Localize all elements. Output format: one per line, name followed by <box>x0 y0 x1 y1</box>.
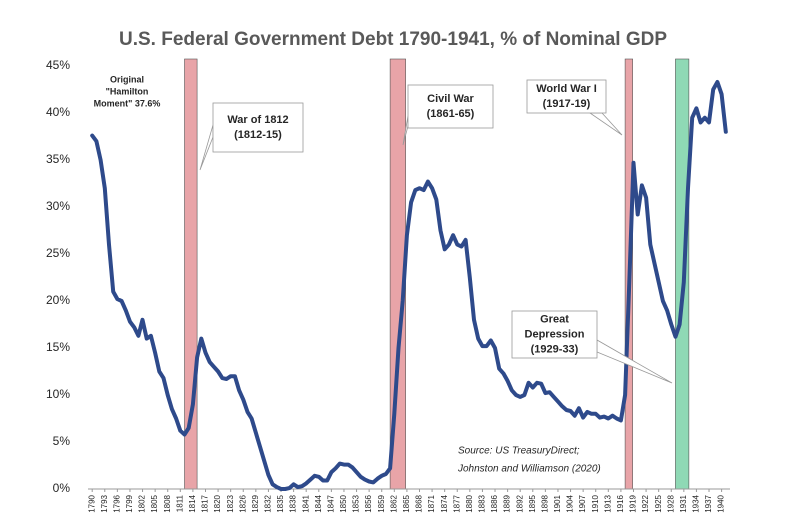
x-tick-label: 1865 <box>402 494 411 512</box>
callout-box <box>407 84 494 129</box>
x-tick-label: 1856 <box>364 494 373 512</box>
x-tick-label: 1811 <box>175 494 184 512</box>
x-tick-label: 1916 <box>616 494 625 512</box>
x-tick-label: 1826 <box>238 494 247 512</box>
y-tick-label: 35% <box>46 152 70 166</box>
x-tick-label: 1895 <box>528 494 537 512</box>
debt-line <box>90 80 728 491</box>
callout-text: Depression <box>525 328 585 340</box>
x-tick-label: 1880 <box>465 494 474 512</box>
y-tick-label: 40% <box>46 105 70 119</box>
source-text: Johnston and Williamson (2020) <box>457 464 601 475</box>
callout-box <box>212 102 304 153</box>
x-tick-label: 1883 <box>478 494 487 512</box>
annotation-text: "Hamilton <box>106 86 149 96</box>
callout-pointer <box>588 112 623 136</box>
x-tick-label: 1850 <box>339 494 348 512</box>
x-tick-label: 1868 <box>415 494 424 512</box>
x-tick-label: 1814 <box>188 494 197 512</box>
callout-text: Civil War <box>427 93 474 105</box>
y-tick-label: 25% <box>46 246 70 260</box>
annotation-text: Moment" 37.6% <box>94 98 161 108</box>
callout-text: (1812-15) <box>234 129 282 141</box>
x-tick-label: 1910 <box>591 494 600 512</box>
x-tick-label: 1817 <box>201 494 210 512</box>
callout-pointer <box>199 124 214 171</box>
x-tick-label: 1796 <box>112 494 121 512</box>
x-tick-label: 1940 <box>717 494 726 512</box>
callout-text: War of 1812 <box>227 114 288 126</box>
x-tick-label: 1877 <box>452 494 461 512</box>
x-tick-label: 1829 <box>251 494 260 512</box>
annotation-text: Original <box>110 74 144 84</box>
callout-text: Great <box>540 313 569 325</box>
x-tick-label: 1823 <box>226 494 235 512</box>
y-tick-label: 15% <box>46 340 70 354</box>
x-tick-label: 1871 <box>427 494 436 512</box>
x-tick-label: 1886 <box>490 494 499 512</box>
x-tick-label: 1802 <box>138 494 147 512</box>
x-tick-label: 1898 <box>540 494 549 512</box>
x-tick-label: 1904 <box>566 494 575 512</box>
x-tick-label: 1892 <box>515 494 524 512</box>
callout-box <box>511 310 598 359</box>
callout-box <box>526 79 607 114</box>
x-tick-label: 1799 <box>125 494 134 512</box>
y-tick-label: 20% <box>46 293 70 307</box>
callout-text: (1917-19) <box>543 98 591 110</box>
x-tick-label: 1862 <box>389 494 398 512</box>
x-tick-label: 1928 <box>666 494 675 512</box>
x-tick-label: 1808 <box>163 494 172 512</box>
x-tick-label: 1838 <box>289 494 298 512</box>
x-tick-label: 1901 <box>553 494 562 512</box>
x-tick-label: 1922 <box>641 494 650 512</box>
y-tick-label: 45% <box>46 58 70 72</box>
x-tick-label: 1793 <box>100 494 109 512</box>
x-tick-label: 1919 <box>629 494 638 512</box>
x-tick-label: 1841 <box>301 494 310 512</box>
y-tick-label: 0% <box>53 481 71 495</box>
x-tick-label: 1805 <box>150 494 159 512</box>
x-tick-label: 1853 <box>352 494 361 512</box>
x-tick-label: 1889 <box>503 494 512 512</box>
y-tick-label: 5% <box>53 434 71 448</box>
source-text: Source: US TreasuryDirect; <box>458 446 580 457</box>
x-tick-label: 1847 <box>326 494 335 512</box>
x-tick-label: 1790 <box>87 494 96 512</box>
x-tick-label: 1832 <box>264 494 273 512</box>
x-tick-label: 1907 <box>578 494 587 512</box>
y-tick-label: 30% <box>46 199 70 213</box>
callout-text: (1861-65) <box>427 108 475 120</box>
x-tick-label: 1925 <box>654 494 663 512</box>
callout-text: World War I <box>536 83 597 95</box>
x-tick-label: 1931 <box>679 494 688 512</box>
x-tick-label: 1934 <box>692 494 701 512</box>
x-tick-label: 1859 <box>377 494 386 512</box>
x-tick-label: 1913 <box>603 494 612 512</box>
callout-pointer <box>596 339 673 384</box>
x-tick-label: 1937 <box>704 494 713 512</box>
chart-title: U.S. Federal Government Debt 1790-1941, … <box>119 29 667 50</box>
x-tick-label: 1844 <box>314 494 323 512</box>
x-tick-label: 1835 <box>276 494 285 512</box>
callout-text: (1929-33) <box>531 343 579 355</box>
x-tick-label: 1820 <box>213 494 222 512</box>
x-tick-label: 1874 <box>440 494 449 512</box>
y-tick-label: 10% <box>46 387 70 401</box>
